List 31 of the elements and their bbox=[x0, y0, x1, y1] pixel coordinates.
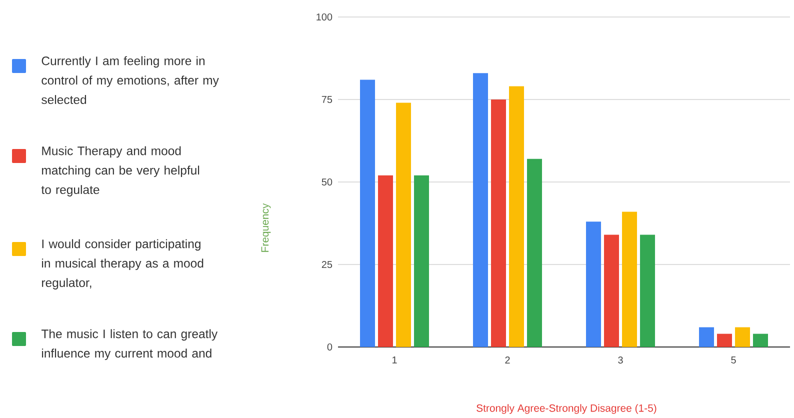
bar bbox=[640, 234, 656, 347]
bar bbox=[735, 327, 750, 347]
y-tick-label: 50 bbox=[322, 178, 332, 186]
legend-label: Currently I am feeling more in control of my emotions, after my selected bbox=[42, 56, 219, 104]
bar bbox=[360, 80, 376, 347]
legend-label: The music I listen to can greatly influence my current mood and bbox=[41, 329, 218, 360]
y-axis-title: Frequency bbox=[261, 203, 271, 252]
bar bbox=[622, 212, 638, 347]
bar bbox=[753, 334, 768, 347]
y-tick-label: 25 bbox=[322, 260, 332, 268]
x-tick-label: 2 bbox=[505, 356, 510, 364]
x-tick-label: 1 bbox=[392, 356, 397, 364]
legend-label: Music Therapy and mood matching can be very helpful to regulate bbox=[41, 146, 200, 196]
bar bbox=[378, 175, 394, 347]
bar bbox=[491, 99, 506, 347]
y-tick-label: 100 bbox=[316, 13, 332, 21]
bar bbox=[396, 102, 412, 347]
y-tick-label: 75 bbox=[322, 96, 332, 103]
bar bbox=[527, 158, 542, 347]
bar bbox=[509, 86, 524, 347]
bar bbox=[473, 73, 488, 347]
legend-label: I would consider participating in musical therapy as a mood regulator, bbox=[42, 239, 204, 290]
bar bbox=[604, 234, 620, 347]
bar bbox=[414, 175, 430, 347]
x-tick-label: 3 bbox=[618, 356, 623, 364]
bar bbox=[699, 327, 714, 347]
bar bbox=[717, 334, 732, 347]
x-tick-label: 5 bbox=[731, 356, 736, 364]
bar bbox=[586, 222, 602, 347]
y-tick-label: 0 bbox=[327, 343, 332, 351]
x-axis-title: Strongly Agree-Strongly Disagree (1-5) bbox=[476, 404, 656, 414]
